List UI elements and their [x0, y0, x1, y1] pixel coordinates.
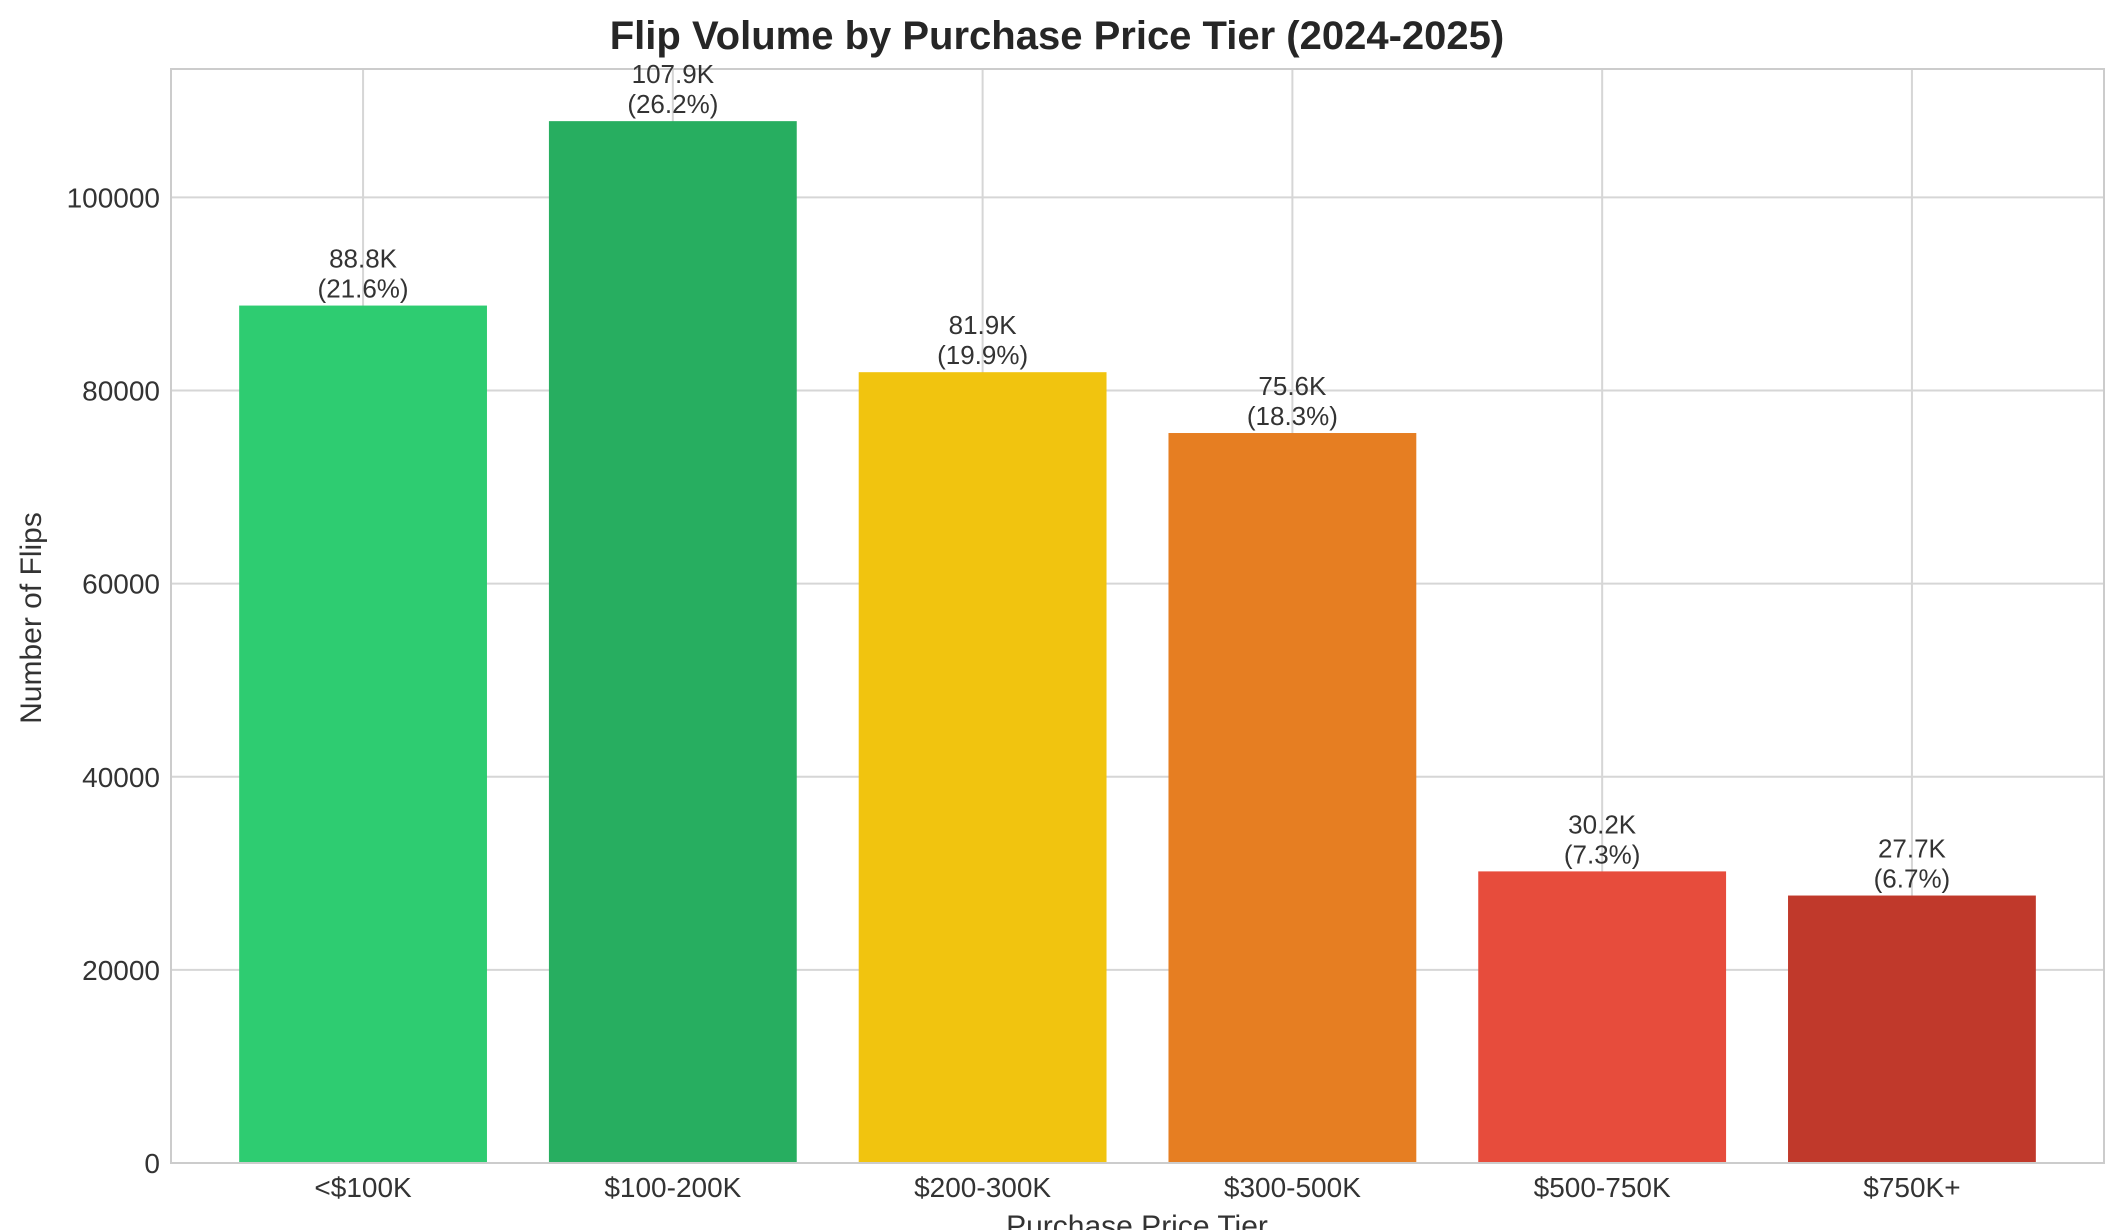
data-label-percent: (19.9%) [937, 340, 1028, 370]
y-axis-label: Number of Flips [15, 512, 48, 724]
x-tick-label: $500-750K [1534, 1172, 1671, 1203]
chart-title: Flip Volume by Purchase Price Tier (2024… [610, 14, 1504, 58]
data-label-value: 27.7K [1878, 834, 1947, 864]
data-label-layer: 88.8K(21.6%) 107.9K(26.2%) 81.9K(19.9%) 75.… [318, 59, 1951, 893]
y-tick-label: 60000 [82, 569, 160, 600]
y-tick-label: 80000 [82, 376, 160, 407]
data-label-percent: (26.2%) [627, 89, 718, 119]
x-tick-label: $300-500K [1224, 1172, 1361, 1203]
y-tick-label: 40000 [82, 762, 160, 793]
x-axis-label: Purchase Price Tier [1006, 1210, 1268, 1230]
data-label-value: 107.9K [632, 59, 715, 89]
tick-layer: <$100K $100-200K $200-300K $300-500K $500-75… [67, 182, 1961, 1203]
data-label-value: 81.9K [949, 310, 1018, 340]
data-label-percent: (6.7%) [1874, 864, 1951, 894]
data-label-value: 75.6K [1258, 371, 1327, 401]
bar [1478, 871, 1727, 1163]
bar [1168, 433, 1417, 1163]
y-tick-label: 100000 [67, 182, 160, 213]
bar-layer [239, 121, 2036, 1163]
x-tick-label: $100-200K [604, 1172, 741, 1203]
y-tick-label: 20000 [82, 955, 160, 986]
data-label-percent: (21.6%) [318, 274, 409, 304]
data-label-value: 30.2K [1568, 809, 1637, 839]
x-tick-label: <$100K [314, 1172, 412, 1203]
bar [858, 372, 1107, 1163]
x-tick-label: $750K+ [1863, 1172, 1960, 1203]
bar [548, 121, 797, 1163]
x-tick-label: $200-300K [914, 1172, 1051, 1203]
bar [239, 305, 487, 1163]
bar [1788, 895, 2036, 1163]
data-label-percent: (18.3%) [1247, 401, 1338, 431]
data-label-value: 88.8K [329, 244, 398, 274]
data-label-percent: (7.3%) [1564, 839, 1641, 869]
plot-frame [170, 68, 2105, 1164]
y-tick-label: 0 [144, 1148, 160, 1179]
